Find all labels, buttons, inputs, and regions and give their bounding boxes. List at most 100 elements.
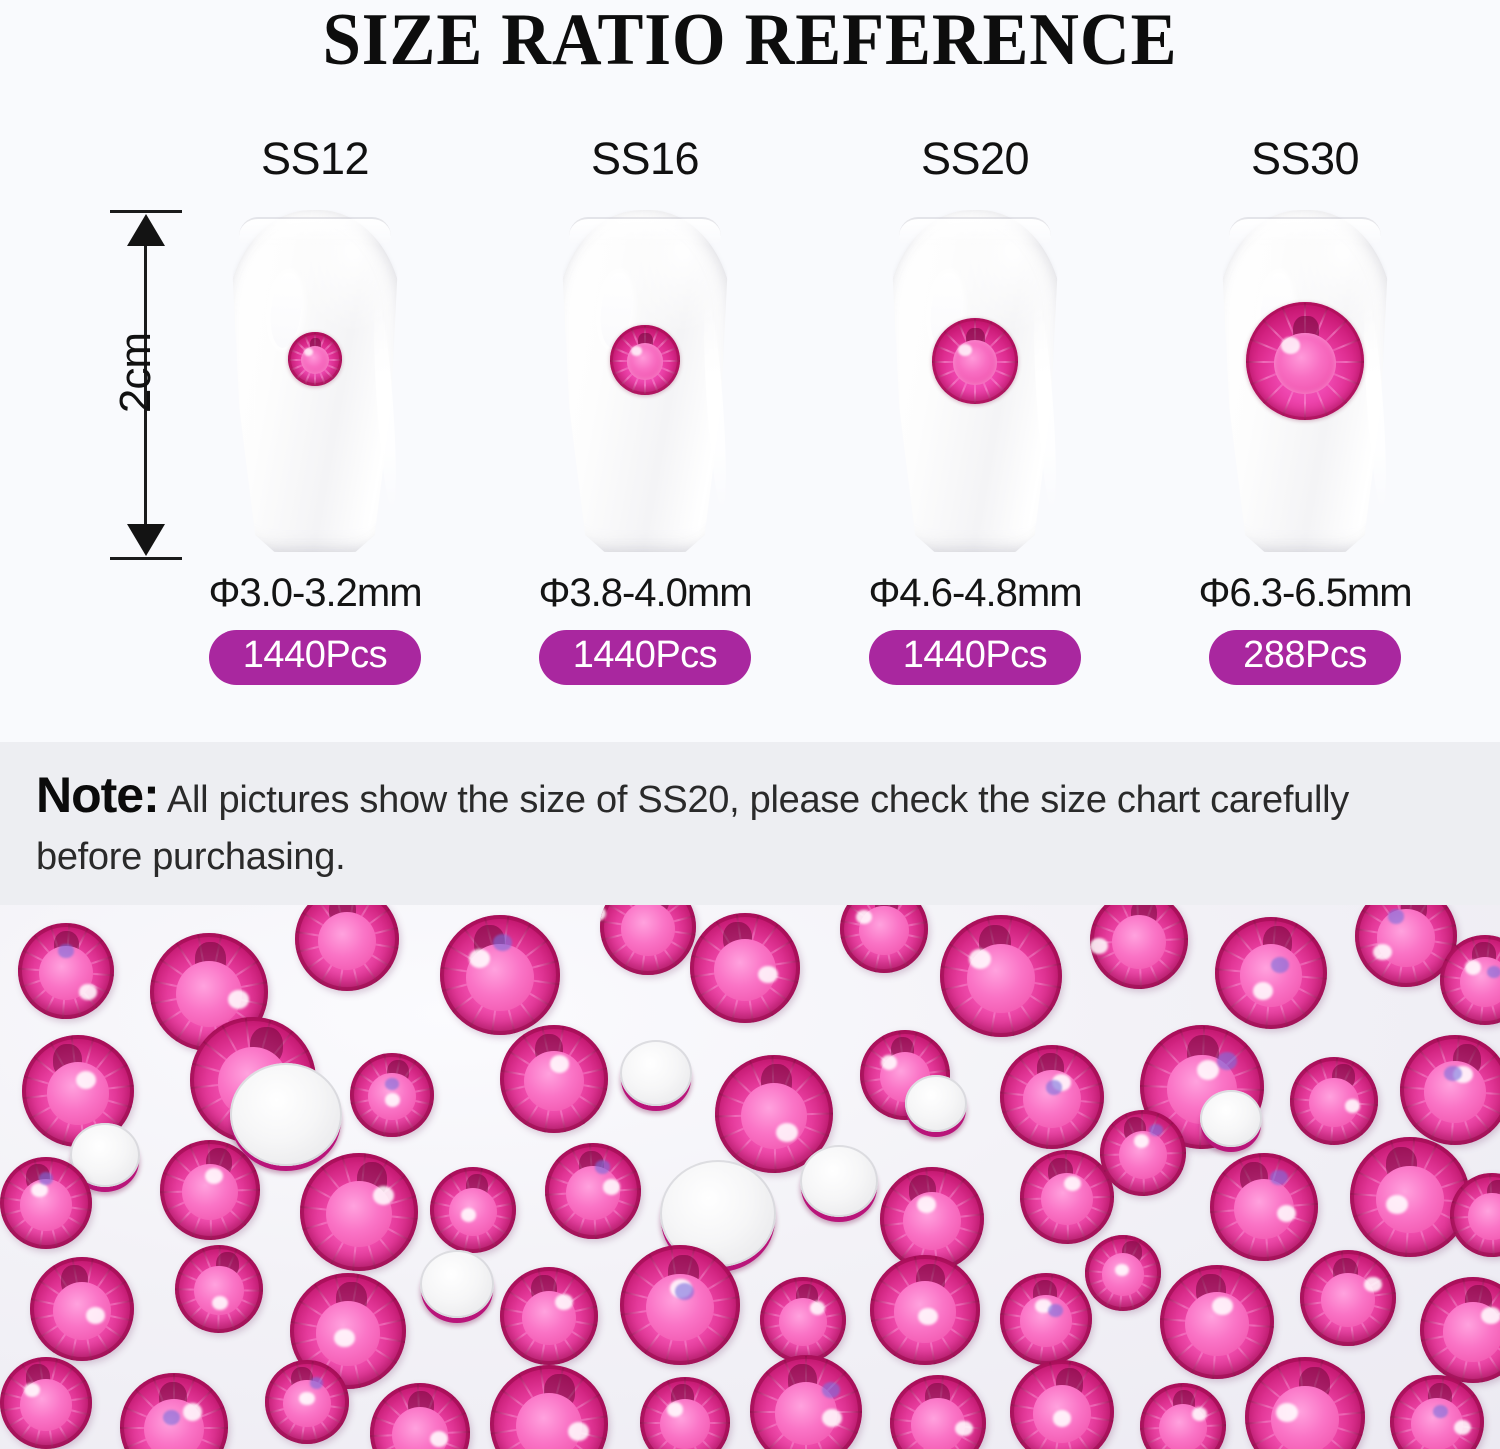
product-photo bbox=[0, 905, 1500, 1449]
rhinestone bbox=[1000, 1273, 1092, 1365]
rhinestone-sparkle bbox=[1212, 1296, 1233, 1316]
rhinestone bbox=[0, 1157, 92, 1249]
rhinestone-sparkle bbox=[602, 1179, 620, 1195]
rhinestone-sparkle bbox=[1465, 960, 1482, 975]
rhinestone-sparkle bbox=[75, 1070, 96, 1089]
gem-sparkle bbox=[304, 348, 313, 356]
rhinestone-sparkle bbox=[600, 905, 606, 922]
rhinestone bbox=[600, 905, 696, 975]
size-column-ss16: SS16 Φ3.8-4.0mm 1440Pcs bbox=[480, 130, 810, 730]
rhinestone-blue-flash bbox=[1444, 1065, 1462, 1082]
rhinestone-sparkle bbox=[667, 1402, 684, 1417]
rhinestone bbox=[290, 1273, 406, 1389]
rhinestone-ss20 bbox=[932, 318, 1018, 404]
rhinestone-table bbox=[46, 1061, 110, 1125]
rhinestone bbox=[890, 1375, 986, 1449]
rhinestone-sparkle bbox=[227, 989, 250, 1009]
rhinestone bbox=[1300, 1250, 1396, 1346]
rhinestone bbox=[1100, 1110, 1186, 1196]
rhinestone-sparkle bbox=[1090, 938, 1108, 954]
count-badge-ss12: 1440Pcs bbox=[208, 630, 422, 686]
rhinestone bbox=[440, 915, 560, 1035]
diameter-label-ss20: Φ4.6-4.8mm bbox=[868, 571, 1082, 615]
diameter-label-ss30: Φ6.3-6.5mm bbox=[1198, 571, 1412, 615]
rhinestone-foil-back bbox=[800, 1145, 878, 1217]
rhinestone-blue-flash bbox=[492, 934, 512, 951]
nail-cuticle-line bbox=[239, 217, 391, 247]
ruler-shaft bbox=[144, 228, 147, 542]
rhinestone bbox=[545, 1143, 641, 1239]
rhinestone-blue-flash bbox=[1433, 1405, 1449, 1419]
rhinestone-blue-flash bbox=[594, 1160, 611, 1174]
rhinestone-sparkle bbox=[1453, 1420, 1471, 1436]
rhinestone bbox=[760, 1277, 846, 1363]
rhinestone-ss16 bbox=[610, 325, 680, 395]
rhinestone bbox=[300, 1153, 418, 1271]
rhinestone-sparkle bbox=[1064, 1176, 1082, 1192]
size-columns: SS12 Φ3.0-3.2mm 1440Pcs SS16 bbox=[150, 130, 1470, 730]
rhinestone bbox=[1440, 935, 1500, 1025]
rhinestone-sparkle bbox=[299, 1391, 315, 1406]
rhinestone bbox=[22, 1035, 134, 1147]
rhinestone bbox=[1090, 905, 1188, 989]
diameter-label-ss12: Φ3.0-3.2mm bbox=[208, 571, 422, 615]
rhinestone-sparkle bbox=[211, 1296, 228, 1311]
rhinestone-sparkle bbox=[758, 965, 778, 984]
rhinestone-foil-back bbox=[230, 1063, 342, 1166]
note-text: Note: All pictures show the size of SS20… bbox=[36, 760, 1464, 885]
rhinestone-table bbox=[740, 1083, 808, 1150]
rhinestone-table bbox=[1239, 943, 1303, 1007]
rhinestone bbox=[840, 905, 928, 973]
rhinestone bbox=[870, 1255, 980, 1365]
rhinestone-sparkle bbox=[821, 1408, 842, 1427]
rhinestone bbox=[640, 1377, 730, 1449]
nail-tip-ss30 bbox=[1210, 210, 1400, 555]
ruler-tick-bottom bbox=[110, 557, 182, 560]
rhinestone-sparkle bbox=[1052, 1409, 1072, 1427]
rhinestone bbox=[620, 1245, 740, 1365]
rhinestone-table bbox=[317, 911, 377, 971]
rhinestone bbox=[1420, 1277, 1500, 1383]
rhinestone-sparkle bbox=[430, 1431, 448, 1447]
size-reference-section: SIZE RATIO REFERENCE 2cm SS12 bbox=[110, 0, 1470, 730]
rhinestone-sparkle bbox=[86, 1306, 105, 1324]
rhinestone-table bbox=[515, 1393, 583, 1449]
rhinestone-table bbox=[621, 905, 675, 956]
rhinestone-sparkle bbox=[385, 1093, 401, 1107]
count-badge-ss16: 1440Pcs bbox=[538, 630, 752, 686]
nail-cuticle-line bbox=[899, 217, 1051, 247]
rhinestone bbox=[1210, 1153, 1318, 1261]
rhinestone bbox=[175, 1245, 263, 1333]
rhinestone-foil-back bbox=[1200, 1090, 1262, 1147]
gem-sparkle bbox=[631, 346, 643, 356]
size-label-ss20: SS20 bbox=[920, 133, 1030, 184]
rhinestone-sparkle bbox=[79, 984, 97, 1000]
count-badge-ss30: 288Pcs bbox=[1209, 630, 1401, 686]
rhinestone-ss30 bbox=[1246, 302, 1364, 420]
gem-sparkle bbox=[1281, 337, 1301, 354]
rhinestone bbox=[940, 915, 1062, 1037]
rhinestone-blue-flash bbox=[675, 1283, 695, 1301]
rhinestone-sparkle bbox=[1191, 1407, 1208, 1421]
diameter-label-ss16: Φ3.8-4.0mm bbox=[538, 571, 752, 615]
rhinestone bbox=[1000, 1045, 1104, 1149]
rhinestone bbox=[500, 1267, 598, 1365]
rhinestone-sparkle bbox=[880, 1055, 897, 1070]
rhinestone-blue-flash bbox=[1045, 1080, 1063, 1095]
rhinestone-blue-flash bbox=[1387, 909, 1404, 924]
size-label-ss30: SS30 bbox=[1250, 133, 1360, 184]
rhinestone-sparkle bbox=[1276, 1204, 1297, 1223]
rhinestone-table bbox=[1468, 1193, 1500, 1241]
rhinestone-sparkle bbox=[1276, 1402, 1298, 1422]
rhinestone-sparkle bbox=[776, 1123, 798, 1143]
rhinestone bbox=[1020, 1150, 1114, 1244]
rhinestone bbox=[18, 923, 114, 1019]
rhinestone-sparkle bbox=[1034, 1298, 1052, 1314]
rhinestone bbox=[350, 1053, 434, 1137]
rhinestone-blue-flash bbox=[163, 1409, 181, 1425]
rhinestone-sparkle bbox=[468, 948, 491, 968]
rhinestone-sparkle bbox=[373, 1186, 395, 1205]
rhinestone bbox=[880, 1167, 984, 1271]
nail-tip-ss12 bbox=[220, 210, 410, 555]
rhinestone-sparkle bbox=[1364, 1276, 1382, 1293]
